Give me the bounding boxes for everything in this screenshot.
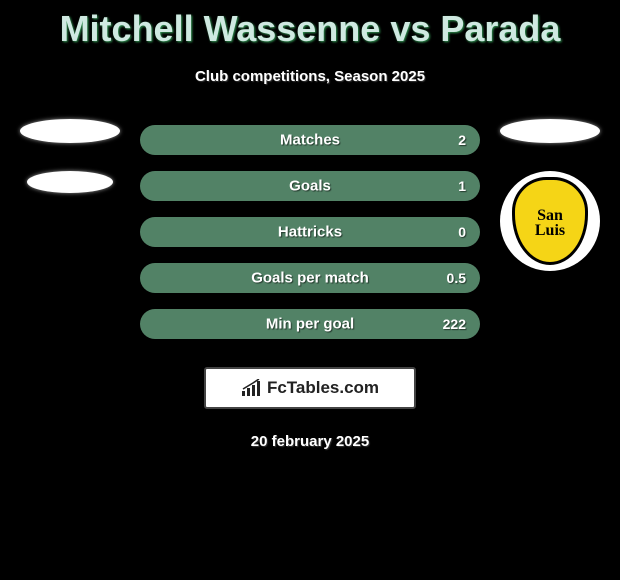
chart-icon — [241, 379, 263, 397]
date-line: 20 february 2025 — [0, 433, 620, 450]
stat-label: Matches — [140, 132, 480, 149]
left-player-column — [10, 119, 130, 221]
brand-box[interactable]: FcTables.com — [204, 367, 416, 409]
stat-bar-goals: Goals 1 — [140, 171, 480, 201]
subtitle: Club competitions, Season 2025 — [0, 68, 620, 85]
stat-bar-matches: Matches 2 — [140, 125, 480, 155]
stat-bars: Matches 2 Goals 1 Hattricks 0 Goals per … — [140, 125, 480, 339]
left-player-oval-1 — [20, 119, 120, 143]
stat-right-value: 1 — [458, 178, 466, 194]
stat-label: Min per goal — [140, 316, 480, 333]
stat-label: Goals per match — [140, 270, 480, 287]
stat-bar-goals-per-match: Goals per match 0.5 — [140, 263, 480, 293]
right-player-oval — [500, 119, 600, 143]
stats-area: SanLuis Matches 2 Goals 1 Hattricks 0 Go… — [0, 125, 620, 355]
stat-right-value: 0 — [458, 224, 466, 240]
stat-label: Goals — [140, 178, 480, 195]
left-player-oval-2 — [27, 171, 113, 193]
right-club-badge: SanLuis — [500, 171, 600, 271]
stat-label: Hattricks — [140, 224, 480, 241]
stat-right-value: 0.5 — [447, 270, 466, 286]
stat-right-value: 222 — [443, 316, 466, 332]
stat-bar-min-per-goal: Min per goal 222 — [140, 309, 480, 339]
right-player-column: SanLuis — [490, 119, 610, 271]
stat-right-value: 2 — [458, 132, 466, 148]
brand-text: FcTables.com — [267, 378, 379, 398]
club-badge-text: SanLuis — [512, 177, 588, 265]
stat-bar-hattricks: Hattricks 0 — [140, 217, 480, 247]
page-title: Mitchell Wassenne vs Parada — [0, 0, 620, 50]
